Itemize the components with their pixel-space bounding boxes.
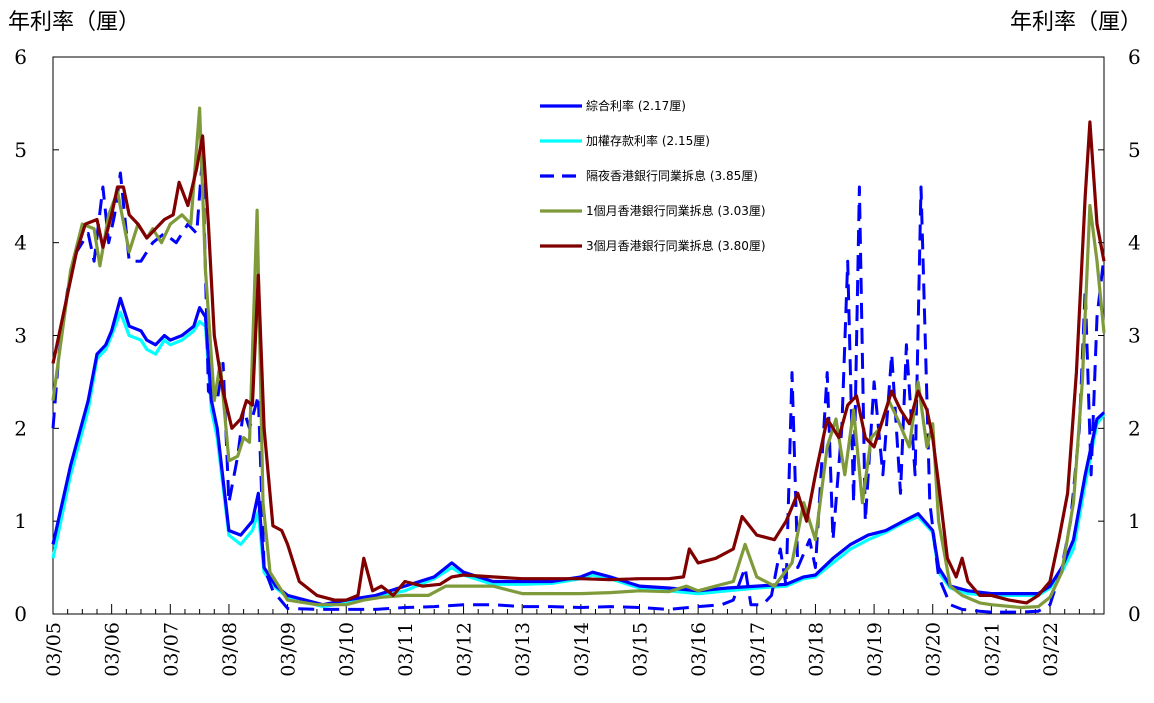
y-tick-label-left: 2 <box>14 416 27 440</box>
series-line-4 <box>51 120 1106 605</box>
x-tick-label: 03/12 <box>454 622 476 677</box>
y-tick-label-left: 4 <box>14 231 27 255</box>
x-tick-label: 03/20 <box>923 622 945 677</box>
x-tick-label: 03/17 <box>747 622 769 677</box>
x-tick-label: 03/13 <box>512 622 534 677</box>
y-tick-label-right: 3 <box>1128 324 1141 348</box>
legend-label-4: 3個月香港銀行同業拆息 (3.80厘) <box>586 238 766 253</box>
x-tick-label: 03/05 <box>43 622 65 677</box>
left-y-axis-labels: 0 1 2 3 4 5 6 <box>14 45 27 626</box>
y-tick-label-left: 5 <box>14 138 27 162</box>
series-line-3 <box>51 106 1106 610</box>
y-tick-label-left: 6 <box>14 45 27 69</box>
series-lines <box>51 106 1106 614</box>
x-tick-label: 03/09 <box>278 622 300 677</box>
x-tick-label: 03/21 <box>981 622 1003 677</box>
x-tick-label: 03/08 <box>219 622 241 677</box>
y-tick-label-right: 4 <box>1128 231 1141 255</box>
y-tick-label-left: 0 <box>14 602 27 626</box>
x-tick-label: 03/14 <box>571 622 593 677</box>
legend-label-1: 加權存款利率 (2.15厘) <box>586 133 710 148</box>
y-tick-label-left: 1 <box>14 509 27 533</box>
y-tick-label-left: 3 <box>14 324 27 348</box>
series-line-2 <box>51 153 1106 614</box>
y-tick-label-right: 6 <box>1128 45 1141 69</box>
x-tick-label: 03/15 <box>629 622 651 677</box>
right-axis-unit-label: 年利率（厘） <box>1009 10 1142 35</box>
legend-label-3: 1個月香港銀行同業拆息 (3.03厘) <box>586 203 766 218</box>
x-tick-label: 03/11 <box>395 622 417 677</box>
y-tick-label-right: 1 <box>1128 509 1141 533</box>
y-tick-label-right: 5 <box>1128 138 1141 162</box>
x-tick-label: 03/16 <box>688 622 710 677</box>
x-tick-label: 03/22 <box>1040 622 1062 677</box>
x-tick-label: 03/07 <box>160 622 182 677</box>
legend-label-0: 綜合利率 (2.17厘) <box>586 98 686 113</box>
x-tick-label: 03/19 <box>864 622 886 677</box>
x-tick-label: 03/06 <box>102 622 124 677</box>
y-tick-label-right: 0 <box>1128 602 1141 626</box>
y-tick-label-right: 2 <box>1128 416 1141 440</box>
x-tick-label: 03/18 <box>805 622 827 677</box>
legend-label-2: 隔夜香港銀行同業拆息 (3.85厘) <box>586 168 758 183</box>
right-y-axis-labels: 0 1 2 3 4 5 6 <box>1128 45 1141 626</box>
x-axis-labels: 03/05 03/06 03/07 03/08 03/09 03/10 03/11 03/12… <box>43 622 1062 677</box>
legend: 綜合利率 (2.17厘) 加權存款利率 (2.15厘) 隔夜香港銀行同業拆息 (3.… <box>540 98 766 253</box>
x-tick-label: 03/10 <box>336 622 358 677</box>
left-axis-unit-label: 年利率（厘） <box>8 10 141 35</box>
